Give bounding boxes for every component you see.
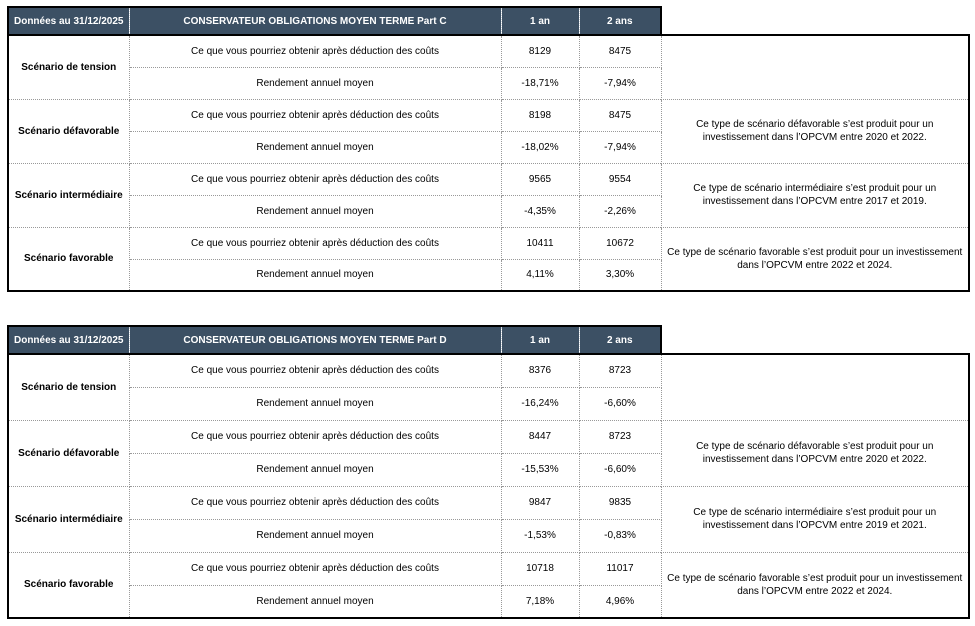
scenario-note	[660, 353, 970, 421]
table-row: Scénario défavorable Ce que vous pourrie…	[7, 419, 970, 487]
table-row: Rendement annuel moyen 4,11% 3,30%	[8, 258, 969, 292]
value-1y: 8376	[500, 353, 580, 388]
scenario-name: Scénario de tension	[7, 353, 130, 421]
metric-label: Rendement annuel moyen	[128, 452, 502, 487]
value-2y: 9554	[578, 162, 662, 196]
table-row: Scénario intermédiaire Ce que vous pourr…	[7, 485, 970, 553]
metric-label: Rendement annuel moyen	[128, 386, 502, 421]
table-row: Rendement annuel moyen -15,53% -6,60%	[8, 452, 969, 487]
return-1y: -1,53%	[500, 518, 580, 553]
value-1y: 8198	[500, 98, 580, 132]
metric-label: Ce que vous pourriez obtenir après déduc…	[128, 353, 502, 388]
metric-label: Ce que vous pourriez obtenir après déduc…	[128, 162, 502, 196]
metric-label: Rendement annuel moyen	[128, 584, 502, 619]
scenario-name: Scénario défavorable	[7, 98, 130, 164]
return-1y: -4,35%	[500, 194, 580, 228]
value-1y: 9565	[500, 162, 580, 196]
table-header-row: Données au 31/12/2025 CONSERVATEUR OBLIG…	[7, 6, 969, 36]
scenario-name: Scénario favorable	[7, 226, 130, 292]
metric-label: Rendement annuel moyen	[128, 66, 502, 100]
scenario-name: Scénario défavorable	[7, 419, 130, 487]
note-column-spacer	[661, 326, 969, 355]
return-2y: -7,94%	[578, 130, 662, 164]
table-row: Rendement annuel moyen -16,24% -6,60%	[8, 386, 969, 421]
return-1y: -18,71%	[500, 66, 580, 100]
table-header-row: Données au 31/12/2025 CONSERVATEUR OBLIG…	[7, 325, 969, 355]
value-2y: 8723	[578, 419, 662, 454]
table-row: Scénario favorable Ce que vous pourriez …	[7, 226, 970, 292]
return-2y: -2,26%	[578, 194, 662, 228]
period-header-1an: 1 an	[500, 325, 580, 355]
table-row: Scénario favorable Ce que vous pourriez …	[7, 551, 970, 619]
table-row: Rendement annuel moyen -18,02% -7,94%	[8, 130, 969, 164]
value-2y: 8475	[578, 34, 662, 68]
table-row: Rendement annuel moyen -1,53% -0,83%	[8, 518, 969, 553]
table-row: Rendement annuel moyen 7,18% 4,96%	[8, 584, 969, 619]
metric-label: Rendement annuel moyen	[128, 518, 502, 553]
value-2y: 9835	[578, 485, 662, 520]
return-2y: 4,96%	[578, 584, 662, 619]
scenario-table-part-c: Données au 31/12/2025 CONSERVATEUR OBLIG…	[7, 6, 970, 292]
date-header: Données au 31/12/2025	[7, 325, 130, 355]
return-2y: -0,83%	[578, 518, 662, 553]
value-2y: 10672	[578, 226, 662, 260]
scenario-note: Ce type de scénario défavorable s’est pr…	[660, 419, 970, 487]
value-2y: 8723	[578, 353, 662, 388]
return-2y: -6,60%	[578, 386, 662, 421]
value-2y: 11017	[578, 551, 662, 586]
scenario-table-part-d: Données au 31/12/2025 CONSERVATEUR OBLIG…	[7, 325, 970, 619]
value-1y: 10718	[500, 551, 580, 586]
table-row: Scénario de tension Ce que vous pourriez…	[7, 34, 970, 100]
metric-label: Rendement annuel moyen	[128, 194, 502, 228]
value-1y: 10411	[500, 226, 580, 260]
scenario-name: Scénario intermédiaire	[7, 162, 130, 228]
return-1y: 7,18%	[500, 584, 580, 619]
scenario-note: Ce type de scénario favorable s’est prod…	[660, 226, 970, 292]
scenario-note: Ce type de scénario intermédiaire s’est …	[660, 162, 970, 228]
scenario-note: Ce type de scénario intermédiaire s’est …	[660, 485, 970, 553]
table-row: Scénario de tension Ce que vous pourriez…	[7, 353, 970, 421]
metric-label: Rendement annuel moyen	[128, 258, 502, 292]
metric-label: Ce que vous pourriez obtenir après déduc…	[128, 551, 502, 586]
metric-label: Ce que vous pourriez obtenir après déduc…	[128, 34, 502, 68]
period-header-2ans: 2 ans	[578, 325, 662, 355]
scenario-note	[660, 34, 970, 100]
metric-label: Ce que vous pourriez obtenir après déduc…	[128, 226, 502, 260]
metric-label: Ce que vous pourriez obtenir après déduc…	[128, 485, 502, 520]
scenario-note: Ce type de scénario favorable s’est prod…	[660, 551, 970, 619]
value-1y: 8447	[500, 419, 580, 454]
period-header-1an: 1 an	[500, 6, 580, 36]
table-row: Scénario défavorable Ce que vous pourrie…	[7, 98, 970, 164]
table-row: Scénario intermédiaire Ce que vous pourr…	[7, 162, 970, 228]
metric-label: Ce que vous pourriez obtenir après déduc…	[128, 98, 502, 132]
value-1y: 9847	[500, 485, 580, 520]
return-1y: -16,24%	[500, 386, 580, 421]
value-1y: 8129	[500, 34, 580, 68]
value-2y: 8475	[578, 98, 662, 132]
fund-name-header: CONSERVATEUR OBLIGATIONS MOYEN TERME Par…	[128, 325, 502, 355]
return-1y: -15,53%	[500, 452, 580, 487]
scenario-name: Scénario favorable	[7, 551, 130, 619]
table-row: Rendement annuel moyen -18,71% -7,94%	[8, 66, 969, 100]
metric-label: Ce que vous pourriez obtenir après déduc…	[128, 419, 502, 454]
scenario-name: Scénario de tension	[7, 34, 130, 100]
scenario-name: Scénario intermédiaire	[7, 485, 130, 553]
return-1y: -18,02%	[500, 130, 580, 164]
return-2y: -7,94%	[578, 66, 662, 100]
period-header-2ans: 2 ans	[578, 6, 662, 36]
scenario-note: Ce type de scénario défavorable s’est pr…	[660, 98, 970, 164]
return-2y: -6,60%	[578, 452, 662, 487]
return-2y: 3,30%	[578, 258, 662, 292]
fund-name-header: CONSERVATEUR OBLIGATIONS MOYEN TERME Par…	[128, 6, 502, 36]
return-1y: 4,11%	[500, 258, 580, 292]
note-column-spacer	[661, 7, 969, 36]
date-header: Données au 31/12/2025	[7, 6, 130, 36]
metric-label: Rendement annuel moyen	[128, 130, 502, 164]
